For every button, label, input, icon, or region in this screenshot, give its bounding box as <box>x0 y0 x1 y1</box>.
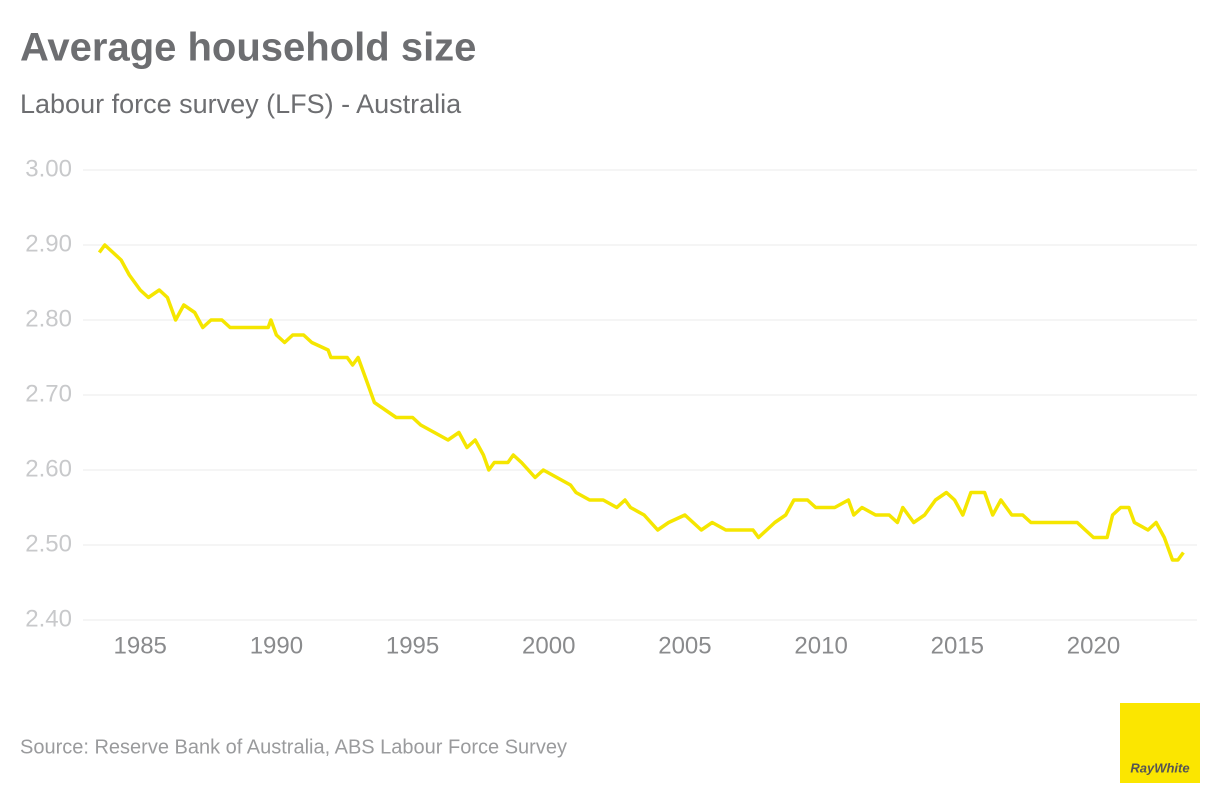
x-tick-label: 2015 <box>931 632 984 659</box>
x-tick-label: 1985 <box>114 632 167 659</box>
y-tick-label: 2.70 <box>25 380 72 407</box>
y-tick-label: 2.90 <box>25 230 72 257</box>
y-tick-label: 2.80 <box>25 305 72 332</box>
x-tick-label: 2005 <box>658 632 711 659</box>
chart-title: Average household size <box>20 26 476 70</box>
y-tick-label: 2.40 <box>25 605 72 632</box>
y-tick-label: 2.50 <box>25 530 72 557</box>
x-tick-label: 2000 <box>522 632 575 659</box>
x-tick-label: 1990 <box>250 632 303 659</box>
x-tick-label: 2010 <box>794 632 847 659</box>
data-line <box>97 243 1185 562</box>
y-tick-label: 3.00 <box>25 155 72 182</box>
logo-box <box>1120 703 1200 783</box>
chart-subtitle: Labour force survey (LFS) - Australia <box>20 89 462 119</box>
logo-text: RayWhite <box>1130 760 1189 775</box>
x-tick-label: 1995 <box>386 632 439 659</box>
y-tick-label: 2.60 <box>25 455 72 482</box>
source-note: Source: Reserve Bank of Australia, ABS L… <box>20 736 567 758</box>
x-tick-label: 2020 <box>1067 632 1120 659</box>
